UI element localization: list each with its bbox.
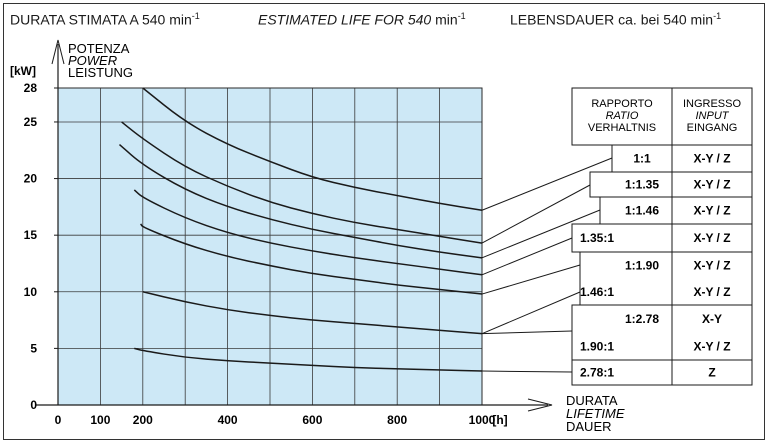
input-value: X-Y / Z (693, 285, 730, 299)
leader-line (481, 330, 573, 335)
ratio-value: 1:1.46 (625, 204, 659, 218)
y-tick-label: 25 (24, 115, 38, 129)
ratio-value: 2.78:1 (580, 366, 614, 380)
input-value: X-Y / Z (693, 231, 730, 245)
ratio-value: 1.35:1 (580, 231, 614, 245)
ratio-header-2: VERHALTNIS (588, 122, 656, 134)
x-axis-label-de: DAUER (566, 419, 612, 434)
ratio-value: 1:2.78 (625, 312, 659, 326)
y-tick-label: 28 (24, 81, 38, 95)
leader-line (481, 237, 573, 276)
leader-line (481, 370, 573, 373)
x-axis-label-it: DURATA (566, 393, 618, 408)
ratio-value: 1:1.90 (625, 258, 659, 272)
input-value: X-Y / Z (693, 258, 730, 272)
y-axis-label-en: POWER (68, 53, 117, 68)
curve-2-78-1 (134, 347, 483, 372)
input-value: Z (708, 366, 715, 380)
y-axis-label-de: LEISTUNG (68, 65, 133, 80)
input-value: X-Y / Z (693, 339, 730, 353)
ratio-value: 1:1.35 (625, 178, 659, 192)
input-cell (671, 251, 753, 306)
ratio-value: 1.90:1 (580, 339, 614, 353)
header-italian: DURATA STIMATA A 540 min-1 (10, 11, 200, 28)
x-tick-label: 0 (55, 413, 62, 427)
input-value: X-Y / Z (693, 178, 730, 192)
x-tick-label: 1000 (469, 413, 496, 427)
x-axis-unit: [h] (492, 413, 507, 427)
input-header-2: EINGANG (687, 122, 738, 134)
leader-line (481, 209, 601, 259)
curve-1-1 (142, 87, 483, 212)
y-tick-label: 5 (30, 341, 37, 355)
input-cell (671, 304, 753, 361)
ratio-value: 1.46:1 (580, 285, 614, 299)
curve-1-1-90 (133, 189, 483, 276)
x-tick-label: 200 (133, 413, 153, 427)
x-tick-label: 600 (302, 413, 322, 427)
y-tick-label: 0 (30, 398, 37, 412)
curve-1-46-1 (142, 291, 483, 335)
y-tick-label: 10 (24, 285, 38, 299)
x-axis-label-en: LIFETIME (566, 406, 625, 421)
input-cell (671, 223, 753, 253)
x-tick-label: 400 (218, 413, 238, 427)
leader-line (481, 157, 613, 211)
x-tick-label: 800 (387, 413, 407, 427)
input-value: X-Y / Z (693, 204, 730, 218)
ratio-value: 1:1 (633, 152, 651, 166)
input-cell (671, 359, 753, 386)
leader-line (481, 184, 591, 244)
chart-frame (3, 3, 765, 440)
curve-1-35-1 (140, 223, 483, 295)
ratio-header-0: RAPPORTO (591, 98, 653, 110)
curve-1-1-46 (118, 144, 483, 259)
input-cell (671, 196, 753, 225)
input-header-1: INPUT (696, 110, 730, 122)
x-axis-arrow (527, 398, 553, 412)
input-value: X-Y (702, 312, 722, 326)
ratio-header-1: RATIO (606, 110, 639, 122)
y-tick-label: 20 (24, 172, 38, 186)
input-header-0: INGRESSO (683, 98, 742, 110)
y-axis-unit: [kW] (10, 64, 36, 78)
leader-line (481, 291, 581, 335)
x-tick-label: 100 (90, 413, 110, 427)
input-value: X-Y / Z (693, 152, 730, 166)
header-german: LEBENSDAUER ca. bei 540 min-1 (510, 11, 722, 28)
table-header (571, 87, 753, 146)
y-axis-label-it: POTENZA (68, 41, 130, 56)
curve-1-1-35 (121, 121, 483, 244)
ratio-cell (571, 223, 673, 253)
header-english: ESTIMATED LIFE FOR 540 min-1 (258, 11, 466, 28)
leader-line (481, 264, 581, 295)
y-axis-arrow (51, 39, 65, 65)
input-cell (671, 144, 753, 173)
y-tick-label: 15 (24, 228, 38, 242)
